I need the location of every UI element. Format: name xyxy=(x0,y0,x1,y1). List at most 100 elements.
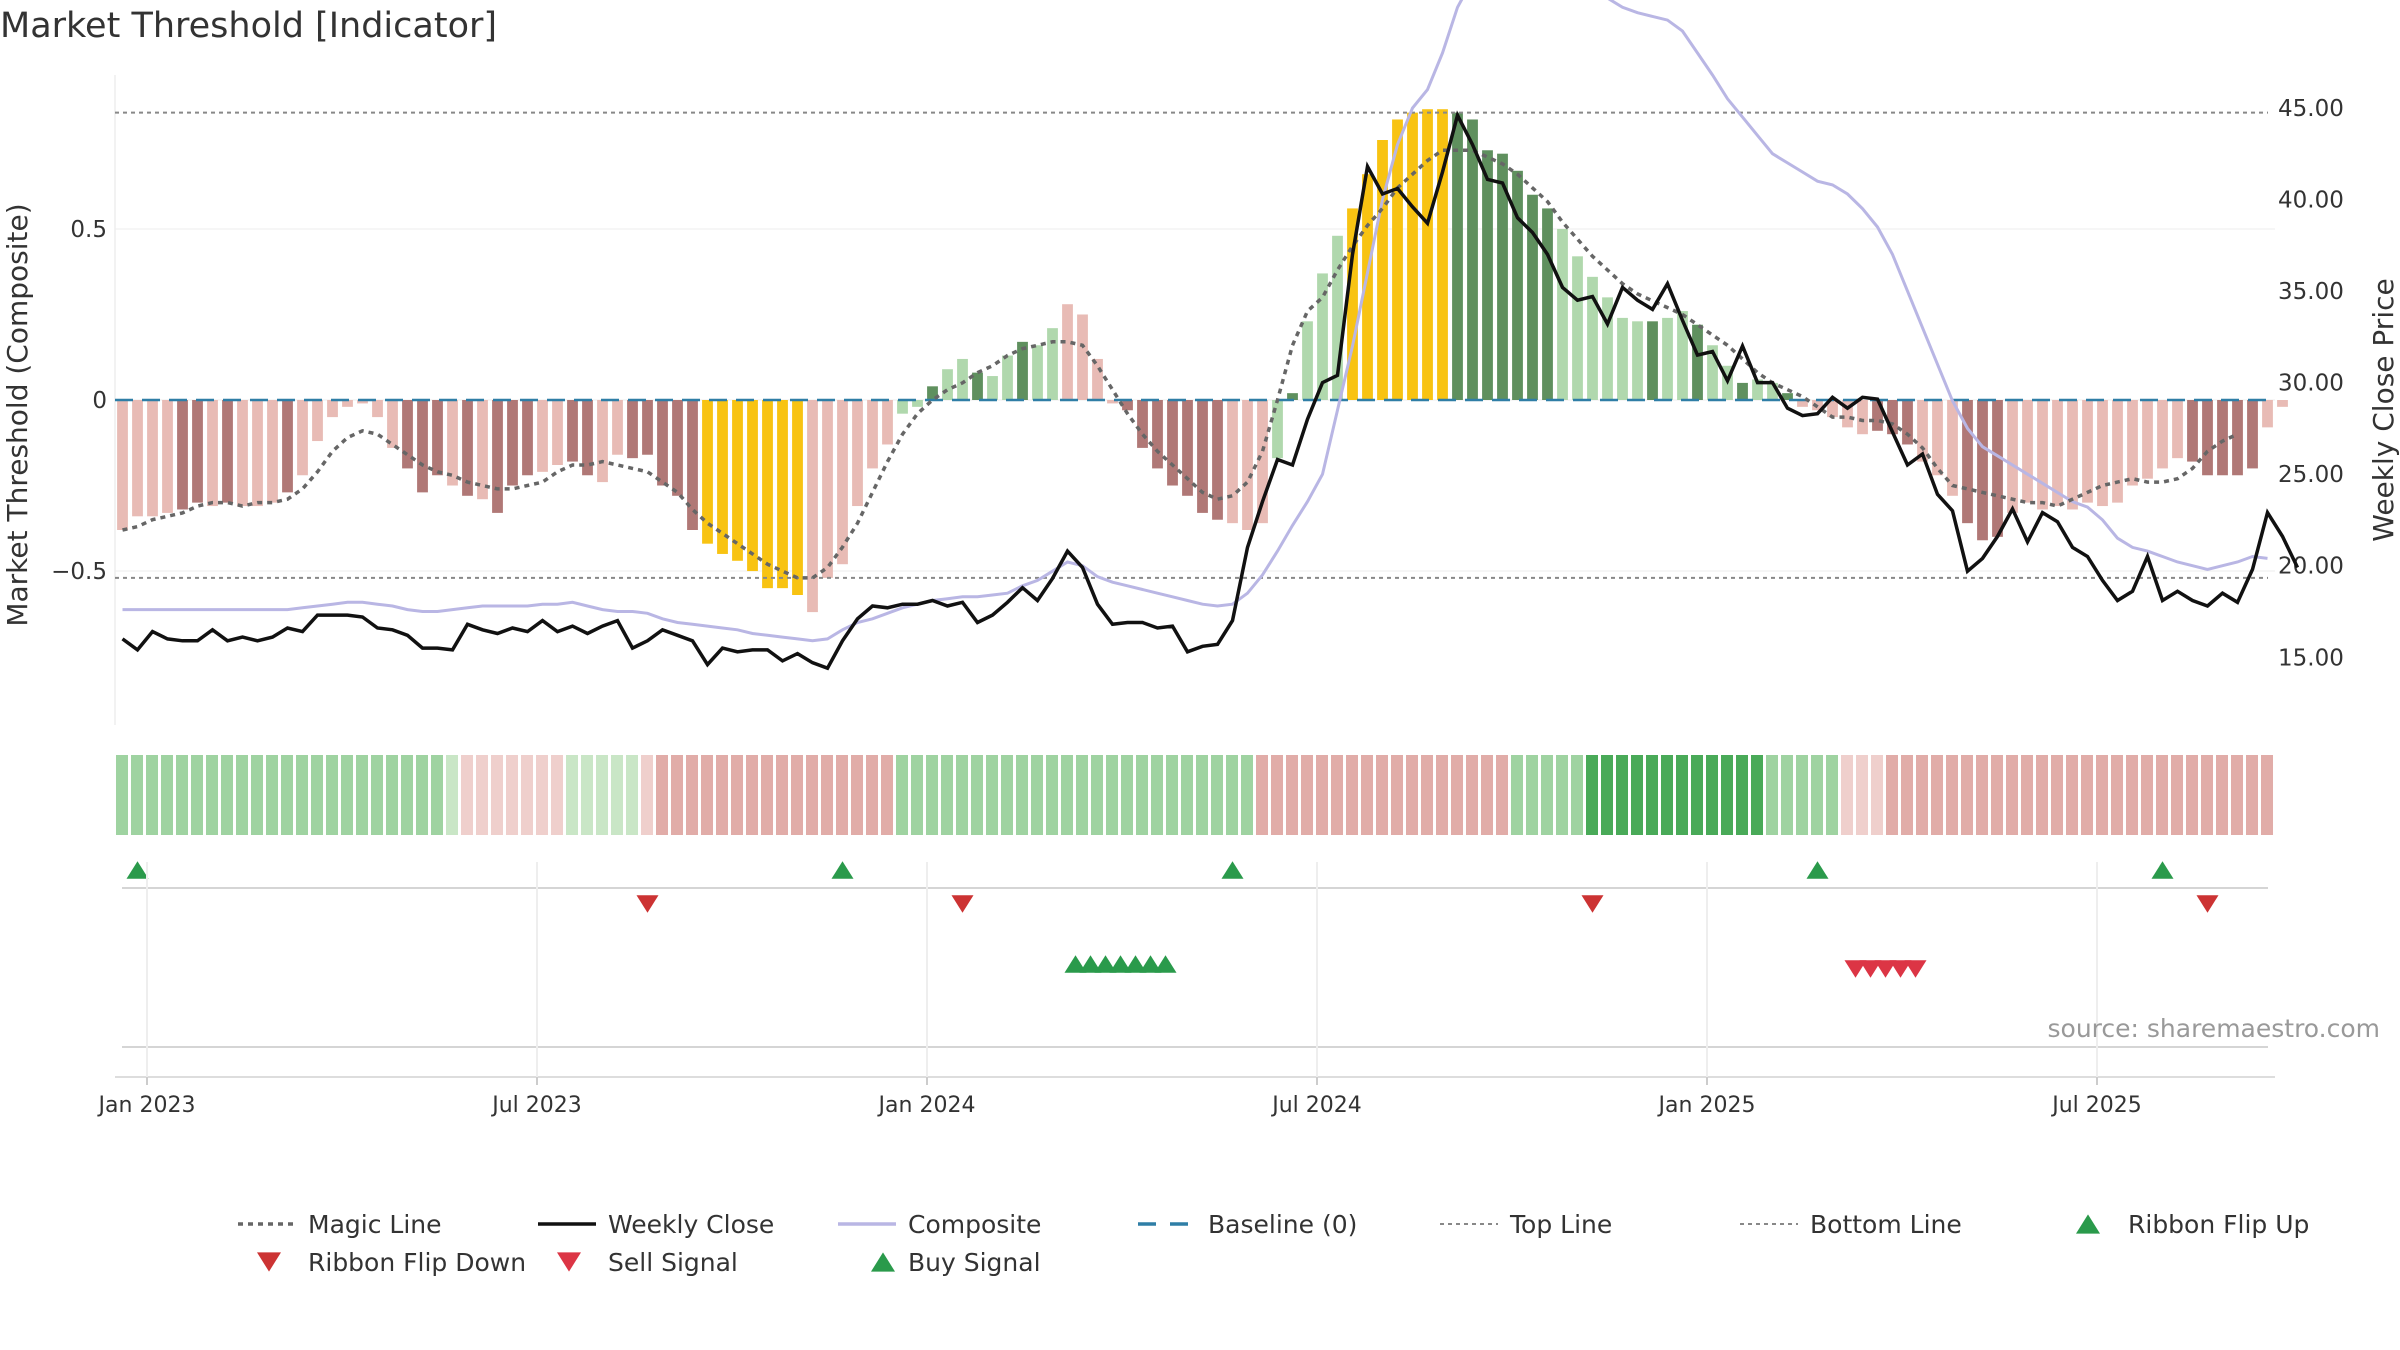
composite-bar xyxy=(1137,400,1148,448)
triangle-down-marker xyxy=(636,895,659,913)
x-tick-label: Jul 2024 xyxy=(1270,1093,1362,1118)
ribbon-cell xyxy=(1826,755,1838,835)
composite-bar xyxy=(2172,400,2183,459)
composite-bar xyxy=(1917,400,1928,462)
ribbon-cell xyxy=(1166,755,1178,835)
composite-bar xyxy=(207,400,218,507)
x-tick-label: Jan 2024 xyxy=(877,1093,976,1118)
ribbon-cell xyxy=(926,755,938,835)
ribbon-cell xyxy=(1121,755,1133,835)
composite-bar xyxy=(1497,153,1508,400)
ribbon-cell xyxy=(1001,755,1013,835)
x-axis: Jan 2023 Jul 2023 Jan 2024 Jul 2024 Jan 2025… xyxy=(97,862,2142,1118)
composite-bar xyxy=(1077,314,1088,400)
ribbon-cell xyxy=(971,755,983,835)
y-axis-label: Market Threshold (Composite) xyxy=(1,203,34,626)
ribbon-cell xyxy=(1781,755,1793,835)
triangle-up-marker xyxy=(1124,955,1147,973)
ribbon-cell xyxy=(1316,755,1328,835)
ribbon-cell xyxy=(2006,755,2018,835)
x-tick-label: Jul 2025 xyxy=(2050,1093,2142,1118)
legend-label: Top Line xyxy=(1509,1210,1612,1239)
ribbon-cell xyxy=(1031,755,1043,835)
triangle-up-marker xyxy=(2151,861,2174,879)
composite-bar xyxy=(1782,393,1793,400)
legend-item: Weekly Close xyxy=(538,1210,774,1239)
ribbon-cell xyxy=(131,755,143,835)
composite-bar xyxy=(342,400,353,407)
legend-label: Magic Line xyxy=(308,1210,442,1239)
composite-bar xyxy=(237,400,248,507)
composite-bar xyxy=(1752,379,1763,400)
composite-bar xyxy=(432,400,443,476)
ribbon-cell xyxy=(1871,755,1883,835)
composite-bar xyxy=(492,400,503,513)
ribbon-cell xyxy=(1796,755,1808,835)
composite-bar xyxy=(1887,400,1898,435)
composite-bar xyxy=(657,400,668,486)
composite-bar xyxy=(132,400,143,517)
composite-bar xyxy=(1632,321,1643,400)
ribbon-cell xyxy=(2156,755,2168,835)
composite-bar xyxy=(1512,170,1523,400)
composite-bar xyxy=(1767,382,1778,400)
ribbon-cell xyxy=(251,755,263,835)
triangle-down-marker xyxy=(257,1252,281,1272)
ribbon-cell xyxy=(266,755,278,835)
triangle-down-marker xyxy=(1844,960,1867,978)
ribbon-cell xyxy=(686,755,698,835)
composite-bar xyxy=(1557,228,1568,400)
ribbon-cell xyxy=(1226,755,1238,835)
composite-bar xyxy=(1872,400,1883,431)
ribbon-cell xyxy=(1691,755,1703,835)
ribbon-cell xyxy=(2201,755,2213,835)
ribbon-cell xyxy=(776,755,788,835)
composite-line xyxy=(122,0,2268,643)
magic-line xyxy=(122,148,2239,580)
composite-bar xyxy=(1182,400,1193,496)
composite-bar xyxy=(927,386,938,400)
composite-bar xyxy=(1947,400,1958,496)
composite-bar xyxy=(1242,400,1253,530)
composite-bar xyxy=(1482,150,1493,400)
ribbon-cell xyxy=(656,755,668,835)
triangle-up-marker xyxy=(1094,955,1117,973)
ribbon-cell xyxy=(731,755,743,835)
ribbon-cell xyxy=(2141,755,2153,835)
ribbon-cell xyxy=(506,755,518,835)
ribbon-cell xyxy=(641,755,653,835)
ribbon-cell xyxy=(1061,755,1073,835)
composite-bar xyxy=(1962,400,1973,524)
legend-label: Ribbon Flip Up xyxy=(2128,1210,2309,1239)
composite-bar xyxy=(1047,328,1058,400)
composite-bar xyxy=(1272,400,1283,459)
ribbon-strip xyxy=(116,755,2273,835)
composite-bar xyxy=(2232,400,2243,476)
composite-bar xyxy=(417,400,428,493)
ribbon-cell xyxy=(2261,755,2273,835)
composite-bar xyxy=(1152,400,1163,469)
composite-bar xyxy=(222,400,233,503)
composite-bar xyxy=(1362,174,1373,400)
legend-label: Buy Signal xyxy=(908,1248,1041,1277)
ribbon-cell xyxy=(1406,755,1418,835)
composite-bar xyxy=(462,400,473,496)
ribbon-cell xyxy=(116,755,128,835)
composite-bar xyxy=(1617,317,1628,400)
ribbon-cell xyxy=(461,755,473,835)
ribbon-cell xyxy=(881,755,893,835)
composite-bar xyxy=(792,400,803,595)
composite-bar xyxy=(522,400,533,476)
weekly-close-line xyxy=(121,110,2300,671)
y2-axis-label: Weekly Close Price xyxy=(2367,278,2400,541)
composite-bar xyxy=(2202,400,2213,476)
ribbon-cell xyxy=(1271,755,1283,835)
ribbon-cell xyxy=(866,755,878,835)
composite-bar xyxy=(717,400,728,554)
ribbon-cell xyxy=(1631,755,1643,835)
composite-bar xyxy=(1452,112,1463,400)
ribbon-cell xyxy=(356,755,368,835)
legend-label: Ribbon Flip Down xyxy=(308,1248,526,1277)
legend-label: Sell Signal xyxy=(608,1248,738,1277)
composite-bar xyxy=(2052,400,2063,507)
